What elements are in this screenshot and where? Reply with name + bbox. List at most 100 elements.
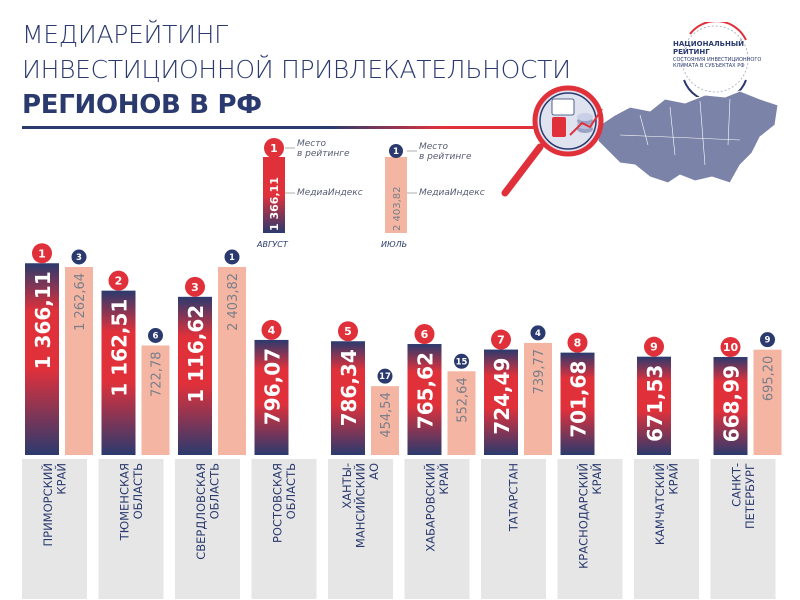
category-label-bg	[557, 459, 623, 599]
category-label: САНКТ-ПЕТЕРБУРГ	[729, 463, 757, 529]
value-label-august: 796,07	[261, 348, 285, 425]
rank-badge-august	[32, 243, 52, 264]
value-label-august: 1 366,11	[31, 271, 55, 369]
category-group: 1 366,11 1 1 262,64 3	[25, 243, 93, 455]
category-group: 1 116,62 3 2 403,82 1	[178, 249, 246, 455]
title-line-2: ИНВЕСТИЦИОННОЙ ПРИВЛЕКАТЕЛЬНОСТИ	[22, 55, 571, 84]
category-group: 786,34 5 454,54 17	[331, 321, 399, 455]
value-label-july: 739,77	[532, 349, 547, 395]
category-label: КАМЧАТСКИЙКРАЙ	[652, 463, 681, 545]
legend-august-month: АВГУСТ	[257, 240, 288, 249]
rank-badge-july	[530, 325, 546, 341]
rank-label-august: 8	[574, 337, 582, 350]
rank-label-august: 10	[723, 341, 739, 354]
value-label-july: 454,54	[379, 392, 394, 438]
legend-july-month: ИЮЛЬ	[381, 240, 408, 249]
rank-label-august: 3	[191, 281, 199, 294]
category-label-bg	[634, 459, 699, 599]
bar-august	[560, 352, 595, 455]
legend-july-rank-label: Место в рейтинге	[419, 142, 472, 162]
rank-badge-august	[414, 324, 435, 345]
rank-label-july: 9	[765, 336, 771, 346]
category-label: КРАСНОДАРСКИЙКРАЙ	[575, 463, 604, 569]
value-label-july: 695,20	[762, 356, 777, 402]
category-label-bg	[710, 459, 776, 599]
rank-badge-august	[720, 337, 741, 358]
rank-badge-july	[71, 249, 87, 265]
rank-badge-august	[491, 329, 511, 350]
value-label-july: 552,64	[456, 377, 471, 423]
value-label-august: 1 116,62	[184, 305, 208, 403]
title-line-1: МЕДИАРЕЙТИНГ	[22, 20, 228, 49]
bar-july	[753, 349, 782, 455]
rank-badge-july	[760, 332, 775, 348]
rank-badge-august	[108, 270, 129, 291]
rank-label-july: 3	[76, 253, 82, 263]
value-label-july: 722,78	[150, 351, 165, 397]
bar-august	[407, 344, 442, 455]
rank-badge-august	[338, 321, 358, 342]
bar-july	[371, 386, 399, 455]
rank-label-august: 2	[115, 275, 123, 288]
category-label-bg	[481, 459, 546, 599]
rank-badge-august	[185, 276, 205, 297]
bar-july	[447, 371, 476, 455]
bar-august	[331, 341, 365, 455]
value-label-july: 1 262,64	[73, 273, 88, 331]
rank-label-august: 1	[38, 247, 46, 260]
bar-july	[141, 345, 170, 455]
value-label-august: 701,68	[567, 361, 591, 438]
category-label-bg	[98, 459, 164, 599]
rank-label-july: 6	[153, 331, 159, 341]
legend-august-value: 1 366,11	[268, 177, 281, 231]
category-group: 671,53 9	[637, 336, 671, 455]
rank-label-july: 17	[379, 372, 391, 382]
rank-label-july: 15	[456, 357, 468, 367]
bar-july	[65, 267, 93, 455]
rank-badge-august	[644, 336, 664, 357]
value-label-august: 671,53	[643, 365, 667, 442]
bar-august	[713, 357, 748, 455]
rank-badge-august	[261, 319, 282, 340]
legend-august-rank-badge	[264, 138, 284, 158]
category-label-bg	[175, 459, 240, 599]
category-label: ТАТАРСТАН	[507, 463, 521, 532]
value-label-august: 765,62	[414, 352, 438, 429]
title-line-3: РЕГИОНОВ В РФ	[22, 90, 262, 120]
category-group: 724,49 7 739,77 4	[484, 325, 552, 455]
category-label: СВЕРДЛОВСКАЯОБЛАСТЬ	[194, 463, 222, 560]
bar-august	[254, 339, 289, 455]
legend-july-rank: 1	[393, 147, 399, 157]
rank-label-august: 9	[650, 341, 658, 354]
legend-july-bar	[385, 157, 407, 233]
category-label-bg	[251, 459, 317, 599]
legend-august-rank-label: Место в рейтинге	[297, 139, 350, 159]
russia-map-illustration	[501, 85, 779, 197]
category-group: 1 162,51 2 722,78 6	[101, 270, 170, 455]
category-group: 668,99 10 695,20 9	[713, 332, 782, 455]
magnifier-handle	[501, 143, 544, 197]
rank-badge-july	[454, 353, 469, 369]
rank-badge-july	[377, 368, 393, 384]
bar-july	[218, 267, 246, 455]
logo-text: НАЦИОНАЛЬНЫЙ РЕЙТИНГ СОСТОЯНИЯ ИНВЕСТИЦИ…	[673, 40, 762, 69]
category-group: 765,62 6 552,64 15	[407, 324, 476, 455]
rank-label-august: 7	[497, 334, 505, 347]
rank-badge-july	[224, 249, 240, 265]
legend-july-value: 2 403,82	[392, 186, 403, 231]
category-label: ТЮМЕНСКАЯОБЛАСТЬ	[117, 463, 145, 541]
category-label: ПРИМОРСКИЙКРАЙ	[40, 463, 69, 547]
bar-august	[484, 349, 518, 455]
rank-badge-august	[567, 332, 588, 353]
value-label-august: 786,34	[337, 349, 361, 426]
category-label: ХАБАРОВСКИЙКРАЙ	[422, 463, 451, 552]
rank-label-july: 1	[229, 253, 235, 263]
bar-august	[101, 290, 136, 455]
magnifier-lens	[532, 85, 604, 157]
value-label-august: 668,99	[720, 365, 744, 442]
logo-emblem	[681, 22, 749, 97]
russia-map-shape	[597, 90, 779, 184]
legend-graphic: 1 1 366,11 1 2 403,82	[263, 138, 417, 233]
legend-july-index-label: МедиаИндекс	[419, 188, 485, 198]
